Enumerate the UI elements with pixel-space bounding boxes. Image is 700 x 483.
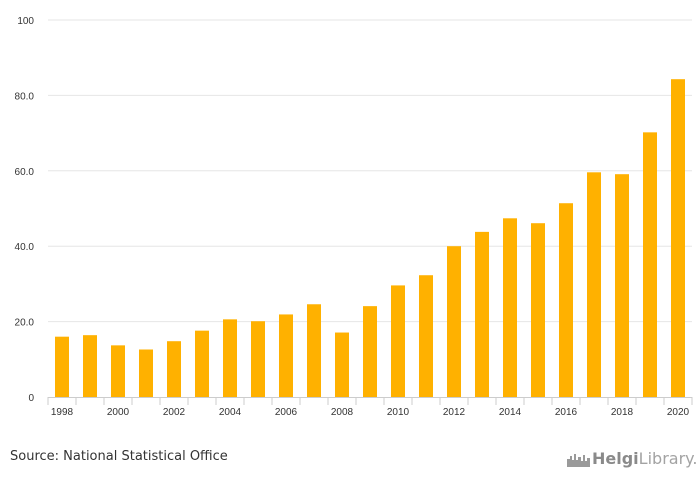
bar-2009 bbox=[363, 306, 377, 397]
x-tick-label: 2020 bbox=[667, 407, 690, 418]
bar-2011 bbox=[419, 275, 433, 397]
bar-2013 bbox=[475, 231, 489, 397]
city-skyline-icon bbox=[567, 454, 590, 467]
x-tick-label: 2004 bbox=[219, 407, 242, 418]
x-tick-label: 2006 bbox=[275, 407, 298, 418]
x-tick-label: 2018 bbox=[611, 407, 634, 418]
y-tick-label: 40.0 bbox=[15, 242, 35, 253]
source-note: Source: National Statistical Office bbox=[10, 449, 228, 464]
bar-2020 bbox=[671, 79, 685, 398]
x-tick-label: 2014 bbox=[499, 407, 522, 418]
x-tick-label: 2002 bbox=[163, 407, 186, 418]
y-axis-ticks: 0 20.0 40.0 60.0 80.0 100 bbox=[15, 16, 35, 404]
y-tick-label: 80.0 bbox=[15, 91, 35, 102]
bar-2000 bbox=[111, 345, 125, 397]
bar-1999 bbox=[83, 335, 97, 397]
bar-2005 bbox=[251, 321, 265, 397]
y-tick-label: 0 bbox=[28, 393, 34, 404]
x-tick-label: 2012 bbox=[443, 407, 466, 418]
helgi-library-logo: Helgi Library. bbox=[566, 448, 697, 468]
bar-2008 bbox=[335, 332, 349, 397]
bar-2018 bbox=[615, 174, 629, 397]
bar-2016 bbox=[559, 203, 573, 397]
bar-2004 bbox=[223, 319, 237, 397]
logo-text-light: Library. bbox=[638, 448, 698, 468]
bar-2019 bbox=[643, 132, 657, 397]
bar-2010 bbox=[391, 285, 405, 397]
x-tick-label: 2008 bbox=[331, 407, 354, 418]
bar-2014 bbox=[503, 218, 517, 397]
logo-text-bold: Helgi bbox=[592, 448, 639, 468]
x-tick-label: 1998 bbox=[51, 407, 74, 418]
bar-1998 bbox=[55, 336, 69, 397]
bar-chart: 0 20.0 40.0 60.0 80.0 100 1998 2000 2002 2004 200… bbox=[15, 16, 693, 418]
y-tick-label: 100 bbox=[17, 16, 34, 27]
bar-2003 bbox=[195, 330, 209, 397]
bar-2006 bbox=[279, 314, 293, 397]
bars bbox=[55, 79, 685, 398]
x-tick-label: 2016 bbox=[555, 407, 578, 418]
bar-2007 bbox=[307, 304, 321, 397]
x-tick-label: 2010 bbox=[387, 407, 410, 418]
x-axis: 1998 2000 2002 2004 2006 2008 2010 2012 2014 2016… bbox=[47, 397, 693, 418]
bar-2015 bbox=[531, 223, 545, 397]
bar-2002 bbox=[167, 341, 181, 397]
gridlines bbox=[48, 19, 692, 323]
bar-2001 bbox=[139, 349, 153, 397]
x-tick-label: 2000 bbox=[107, 407, 130, 418]
bar-2017 bbox=[587, 172, 601, 397]
y-tick-label: 20.0 bbox=[15, 318, 35, 329]
bar-2012 bbox=[447, 246, 461, 397]
y-tick-label: 60.0 bbox=[15, 167, 35, 178]
